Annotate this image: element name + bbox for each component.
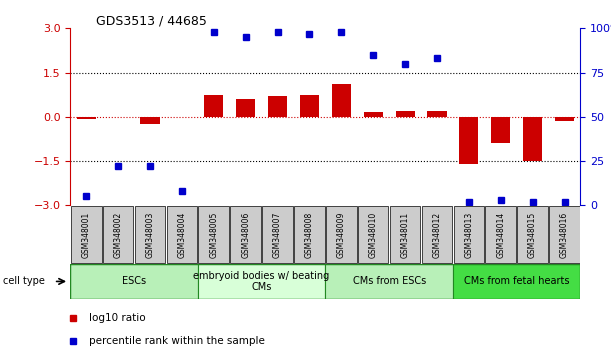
Bar: [167, 206, 197, 263]
Bar: [549, 206, 580, 263]
Bar: [141, 117, 159, 124]
Text: percentile rank within the sample: percentile rank within the sample: [89, 336, 265, 346]
Bar: [453, 264, 580, 299]
Text: GSM348004: GSM348004: [177, 211, 186, 258]
Bar: [453, 206, 484, 263]
Bar: [294, 206, 324, 263]
Bar: [71, 206, 101, 263]
Text: GSM348011: GSM348011: [401, 211, 409, 258]
Bar: [326, 206, 357, 263]
Bar: [459, 117, 478, 164]
Bar: [236, 99, 255, 117]
Text: GSM348003: GSM348003: [145, 211, 155, 258]
Bar: [395, 111, 415, 117]
Bar: [364, 113, 382, 117]
Text: CMs from fetal hearts: CMs from fetal hearts: [464, 276, 569, 286]
Text: GSM348005: GSM348005: [209, 211, 218, 258]
Text: GSM348002: GSM348002: [114, 211, 123, 258]
Text: GSM348016: GSM348016: [560, 211, 569, 258]
Bar: [198, 264, 325, 299]
Bar: [199, 206, 229, 263]
Bar: [491, 117, 510, 143]
Text: cell type: cell type: [3, 276, 45, 286]
Text: CMs from ESCs: CMs from ESCs: [353, 276, 426, 286]
Text: ESCs: ESCs: [122, 276, 146, 286]
Bar: [518, 206, 548, 263]
Text: GSM348001: GSM348001: [82, 211, 90, 258]
Text: GSM348008: GSM348008: [305, 211, 314, 258]
Text: GSM348015: GSM348015: [528, 211, 537, 258]
Text: GSM348010: GSM348010: [368, 211, 378, 258]
Bar: [134, 206, 166, 263]
Bar: [300, 95, 319, 117]
Bar: [523, 117, 542, 161]
Text: GSM348012: GSM348012: [433, 211, 442, 258]
Bar: [76, 117, 96, 119]
Text: GDS3513 / 44685: GDS3513 / 44685: [96, 14, 207, 27]
Bar: [325, 264, 453, 299]
Bar: [230, 206, 261, 263]
Bar: [358, 206, 389, 263]
Bar: [428, 111, 447, 117]
Text: GSM348007: GSM348007: [273, 211, 282, 258]
Bar: [555, 117, 574, 121]
Bar: [268, 96, 287, 117]
Bar: [332, 84, 351, 117]
Bar: [390, 206, 420, 263]
Text: log10 ratio: log10 ratio: [89, 313, 145, 323]
Bar: [204, 95, 224, 117]
Text: GSM348006: GSM348006: [241, 211, 250, 258]
Text: GSM348013: GSM348013: [464, 211, 474, 258]
Bar: [485, 206, 516, 263]
Bar: [70, 264, 198, 299]
Text: GSM348014: GSM348014: [496, 211, 505, 258]
Text: embryoid bodies w/ beating
CMs: embryoid bodies w/ beating CMs: [194, 270, 330, 292]
Bar: [103, 206, 133, 263]
Text: GSM348009: GSM348009: [337, 211, 346, 258]
Bar: [422, 206, 452, 263]
Bar: [262, 206, 293, 263]
